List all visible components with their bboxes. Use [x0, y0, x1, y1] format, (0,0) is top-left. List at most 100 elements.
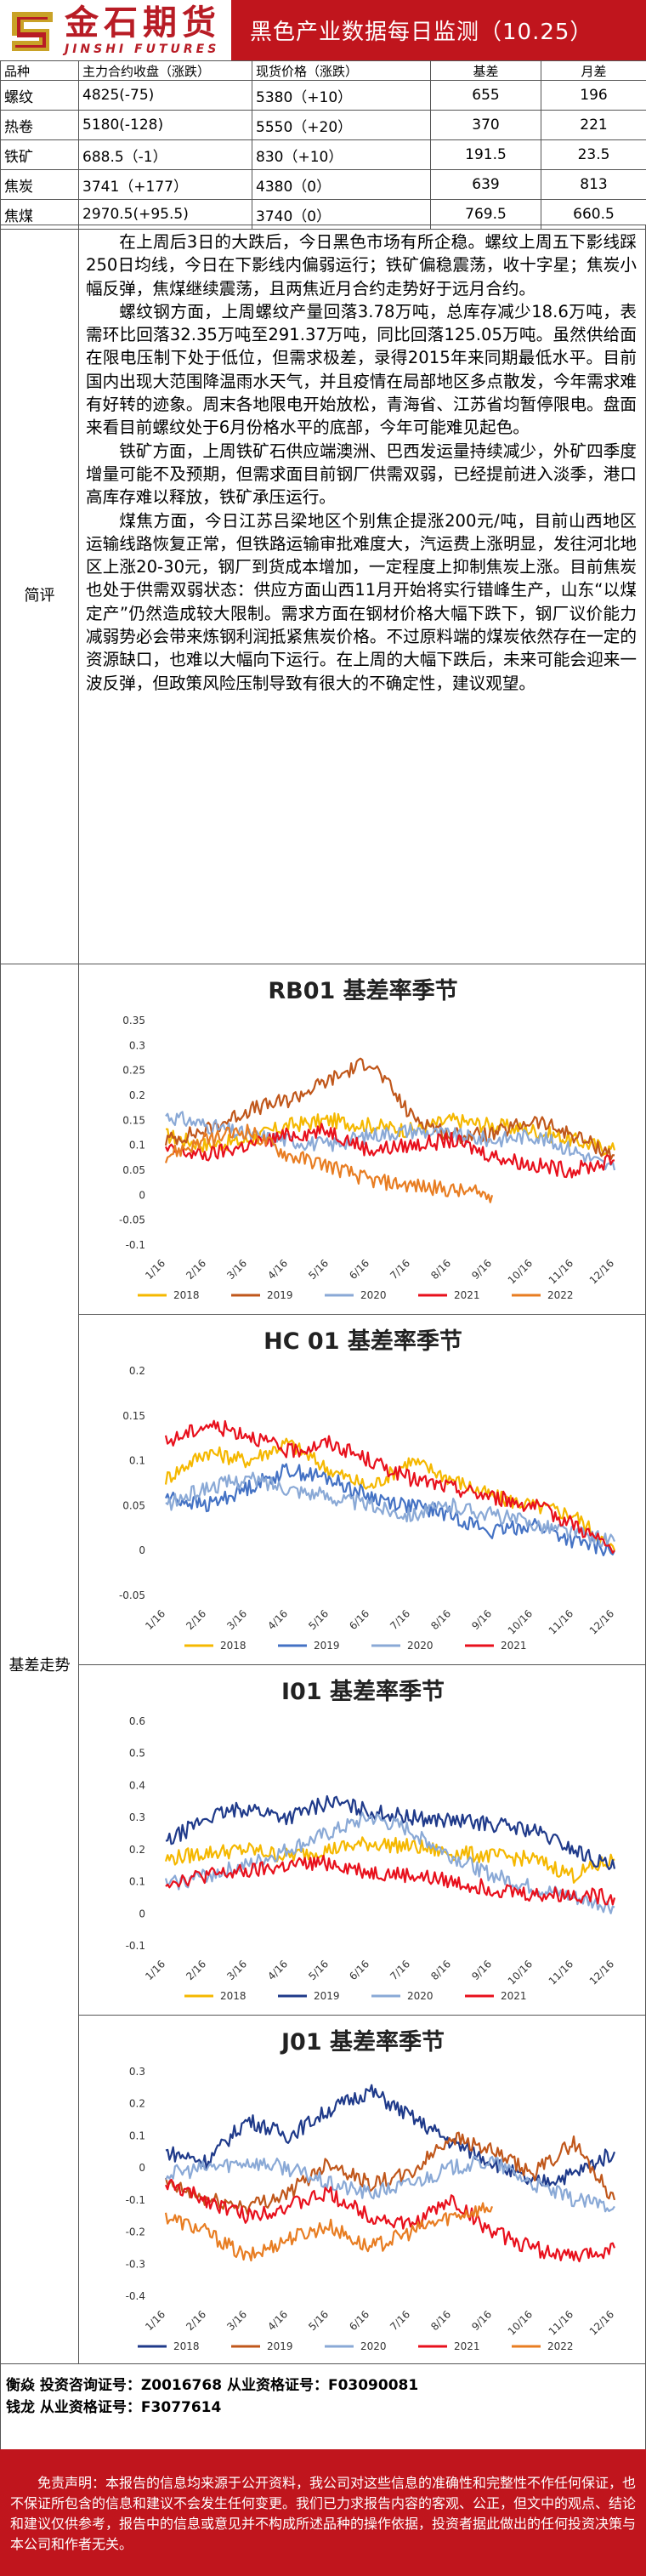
table-cell: 221 — [541, 110, 646, 140]
table-cell: 5550（+20） — [252, 110, 431, 140]
table-row: 焦炭 3741（+177） 4380（0） 639 813 — [0, 169, 646, 200]
rb01-basis-chart: RB01 基差率季节 0.35 0.3 0.25 0.2 0.15 0.1 0.05 0 -0.0… — [119, 977, 616, 1301]
x-tick-label: 11/16 — [547, 1257, 575, 1286]
x-tick-label: 8/16 — [428, 1607, 453, 1632]
column-header: 主力合约收盘（涨跌） — [78, 60, 252, 81]
y-tick-label: 0.25 — [122, 1065, 145, 1077]
y-tick-label: -0.4 — [126, 2290, 145, 2302]
x-tick-label: 11/16 — [547, 2308, 575, 2337]
x-tick-label: 5/16 — [306, 1958, 331, 1982]
legend-label: 2020 — [360, 1289, 387, 1301]
x-tick-label: 1/16 — [143, 1607, 167, 1632]
legend-label: 2018 — [220, 1640, 246, 1652]
series-line-2022 — [164, 1123, 494, 1203]
legend-label: 2018 — [173, 1289, 200, 1301]
legend-label: 2018 — [220, 1990, 246, 2002]
x-tick-label: 6/16 — [347, 1607, 371, 1632]
series-line-2020 — [165, 1471, 616, 1548]
commentary-label: 简评 — [1, 225, 79, 964]
series-line-2019 — [164, 2131, 616, 2215]
x-tick-label: 8/16 — [428, 1257, 453, 1282]
x-tick-label: 5/16 — [306, 1257, 331, 1282]
report-header: 金石期货 JINSHI FUTURES 黑色产业数据每日监测（10.25） — [0, 0, 646, 60]
chart-panel-j01: J01 基差率季节 0.3 0.2 0.1 0 -0.1 -0.2 -0.3 -0.4 1/16 2… — [79, 2016, 646, 2365]
legend-label: 2020 — [360, 2340, 387, 2352]
x-tick-label: 5/16 — [306, 2308, 331, 2333]
x-tick-label: 10/16 — [506, 1607, 535, 1636]
hc01-basis-chart: HC 01 基差率季节 0.2 0.15 0.1 0.05 0 -0.05 1/16 2/16 3… — [119, 1328, 616, 1652]
y-tick-label: 0.2 — [129, 2098, 145, 2110]
basis-label: 基差走势 — [1, 964, 79, 2363]
x-tick-label: 1/16 — [143, 2308, 167, 2333]
table-cell: 4825(-75) — [78, 80, 252, 111]
legend-label: 2021 — [454, 2340, 480, 2352]
x-tick-label: 6/16 — [347, 1257, 371, 1282]
table-cell: 813 — [541, 169, 646, 200]
x-tick-label: 2/16 — [184, 2308, 208, 2333]
chart-title: I01 基差率季节 — [281, 1678, 445, 1705]
table-header-row: 品种 主力合约收盘（涨跌） 现货价格（涨跌） 基差 月差 — [0, 60, 646, 81]
x-tick-label: 12/16 — [587, 2308, 616, 2337]
column-header: 品种 — [0, 60, 79, 81]
series-line-2021 — [165, 1854, 616, 1906]
x-tick-label: 8/16 — [428, 1958, 453, 1982]
x-tick-label: 12/16 — [587, 1257, 616, 1286]
market-data-table: 品种 主力合约收盘（涨跌） 现货价格（涨跌） 基差 月差 螺纹 4825(-75… — [0, 60, 646, 230]
x-tick-label: 7/16 — [388, 1607, 412, 1632]
series-line-2021 — [164, 2178, 616, 2263]
x-tick-label: 1/16 — [143, 1257, 167, 1282]
x-tick-label: 4/16 — [265, 2308, 290, 2333]
legend-label: 2021 — [501, 1640, 527, 1652]
y-tick-label: -0.1 — [126, 1940, 145, 1952]
x-tick-label: 9/16 — [469, 1958, 494, 1982]
chart-title: J01 基差率季节 — [280, 2028, 445, 2056]
y-tick-label: -0.2 — [126, 2226, 145, 2238]
j01-basis-chart: J01 基差率季节 0.3 0.2 0.1 0 -0.1 -0.2 -0.3 -0.4 1/16 2… — [126, 2028, 617, 2352]
column-header: 月差 — [541, 60, 646, 81]
table-row: 热卷 5180(-128) 5550（+20） 370 221 — [0, 110, 646, 140]
y-tick-label: 0.1 — [129, 2130, 145, 2141]
basis-section: 基差走势 RB01 基差率季节 0.35 0.3 0.25 0.2 0.15 0.1 0.05… — [0, 964, 646, 2364]
analyst-contact-line: 钱龙 从业资格证号：F3077614 — [6, 2399, 222, 2416]
y-tick-label: 0.3 — [129, 2066, 145, 2078]
y-tick-label: -0.1 — [126, 2194, 145, 2206]
chart-panel-rb01: RB01 基差率季节 0.35 0.3 0.25 0.2 0.15 0.1 0.05 0 -0.0… — [79, 964, 646, 1315]
y-tick-label: 0.3 — [129, 1811, 145, 1823]
table-cell: 370 — [430, 110, 541, 140]
x-tick-label: 6/16 — [347, 2308, 371, 2333]
commentary-paragraph: 螺纹钢方面，上周螺纹产量回落3.78万吨，总库存减少18.6万吨，表需环比回落3… — [86, 301, 637, 438]
x-tick-label: 3/16 — [224, 1607, 249, 1632]
y-tick-label: 0.1 — [129, 1455, 145, 1467]
y-tick-label: 0.15 — [122, 1410, 145, 1422]
series-line-2019 — [165, 1463, 615, 1556]
commentary-paragraph: 在上周后3日的大跌后，今日黑色市场有所企稳。螺纹上周五下影线踩250日均线，今日… — [86, 232, 637, 299]
series-line-2018 — [165, 2084, 616, 2187]
y-tick-label: 0.1 — [129, 1876, 145, 1888]
y-tick-label: -0.3 — [126, 2258, 145, 2270]
y-tick-label: 0 — [139, 2162, 145, 2174]
table-cell: 191.5 — [430, 139, 541, 170]
y-tick-label: 0.05 — [122, 1164, 145, 1176]
legend-label: 2019 — [314, 1990, 340, 2002]
report-title: 黑色产业数据每日监测（10.25） — [250, 20, 593, 45]
y-tick-label: 0.15 — [122, 1114, 145, 1126]
x-tick-label: 3/16 — [224, 2308, 249, 2333]
table-row: 铁矿 688.5（-1） 830（+10） 191.5 23.5 — [0, 139, 646, 170]
table-row: 螺纹 4825(-75) 5380（+10） 655 196 — [0, 80, 646, 111]
y-tick-label: 0.05 — [122, 1499, 145, 1511]
x-tick-label: 9/16 — [469, 2308, 494, 2333]
y-tick-label: 0.2 — [129, 1089, 145, 1101]
series-line-2018 — [164, 1437, 616, 1551]
x-tick-label: 3/16 — [224, 1958, 249, 1982]
x-tick-label: 11/16 — [547, 1958, 575, 1987]
table-cell: 5380（+10） — [252, 80, 431, 111]
x-tick-label: 12/16 — [587, 1607, 616, 1636]
x-tick-label: 6/16 — [347, 1958, 371, 1982]
series-line-2021 — [164, 1419, 615, 1554]
series-line-2018 — [164, 1836, 615, 1884]
legend-label: 2019 — [267, 1289, 293, 1301]
x-tick-label: 10/16 — [506, 2308, 535, 2337]
table-cell: 830（+10） — [252, 139, 431, 170]
chart-panel-i01: I01 基差率季节 0.6 0.5 0.4 0.3 0.2 0.1 0 -0.1 1/16 2/16… — [79, 1665, 646, 2016]
table-cell: 热卷 — [0, 110, 79, 140]
